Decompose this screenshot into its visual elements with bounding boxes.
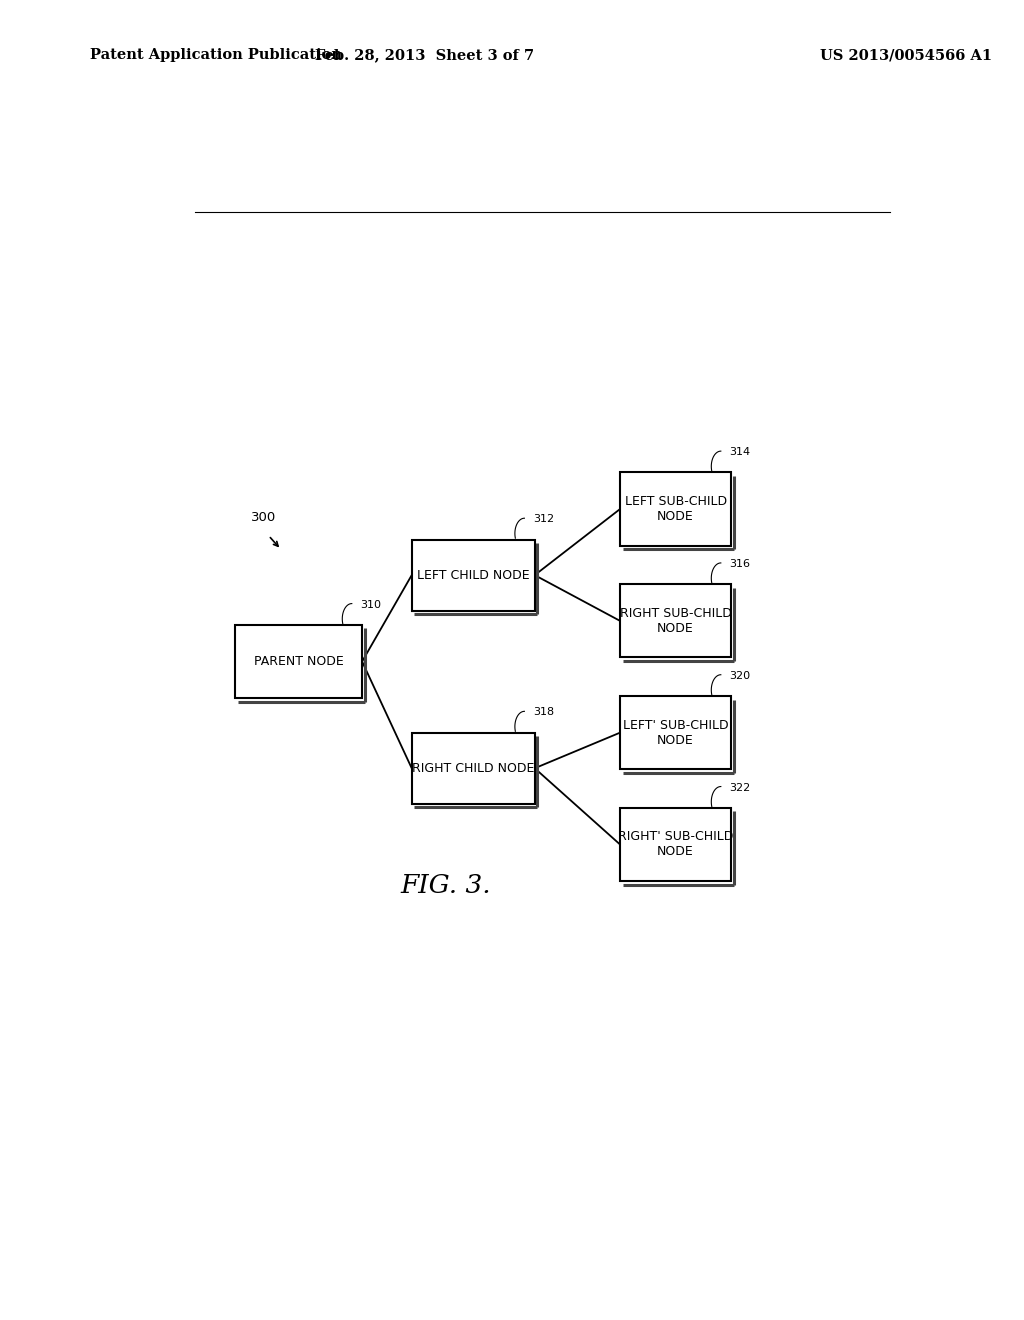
Bar — [620, 808, 731, 880]
Text: LEFT SUB-CHILD
NODE: LEFT SUB-CHILD NODE — [625, 495, 727, 523]
Text: 310: 310 — [360, 599, 382, 610]
Text: RIGHT SUB-CHILD
NODE: RIGHT SUB-CHILD NODE — [620, 607, 731, 635]
Text: Feb. 28, 2013  Sheet 3 of 7: Feb. 28, 2013 Sheet 3 of 7 — [315, 49, 535, 62]
Text: RIGHT' SUB-CHILD
NODE: RIGHT' SUB-CHILD NODE — [617, 830, 733, 858]
Text: 316: 316 — [729, 560, 751, 569]
Text: LEFT' SUB-CHILD
NODE: LEFT' SUB-CHILD NODE — [623, 718, 728, 747]
Text: LEFT CHILD NODE: LEFT CHILD NODE — [417, 569, 529, 582]
Text: 314: 314 — [729, 447, 751, 457]
Bar — [620, 585, 731, 657]
Text: Patent Application Publication: Patent Application Publication — [90, 49, 342, 62]
Text: 320: 320 — [729, 671, 751, 681]
Bar — [620, 696, 731, 770]
Text: 318: 318 — [534, 708, 554, 718]
Text: RIGHT CHILD NODE: RIGHT CHILD NODE — [412, 762, 535, 775]
Bar — [412, 733, 535, 804]
Bar — [412, 540, 535, 611]
Text: 322: 322 — [729, 783, 751, 792]
Text: 300: 300 — [251, 511, 276, 524]
Text: US 2013/0054566 A1: US 2013/0054566 A1 — [820, 49, 992, 62]
Text: FIG. 3.: FIG. 3. — [400, 873, 490, 898]
Text: 312: 312 — [534, 515, 554, 524]
Bar — [236, 624, 362, 698]
Bar — [620, 473, 731, 545]
Text: PARENT NODE: PARENT NODE — [254, 655, 343, 668]
